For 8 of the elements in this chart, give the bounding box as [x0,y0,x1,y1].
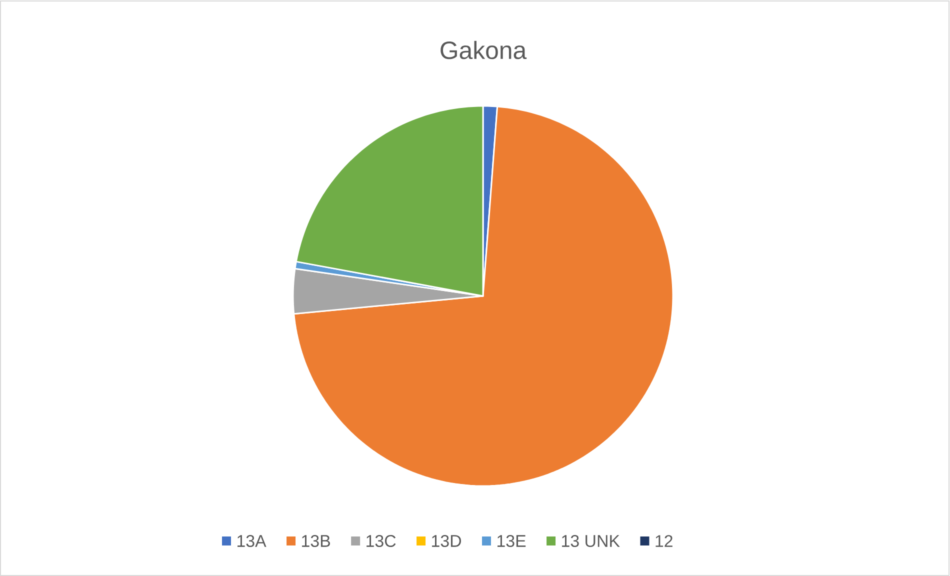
chart-title: Gakona [440,40,527,60]
legend-label: 13A [238,534,266,547]
legend-label: 13E [498,534,526,547]
legend-label: 13D [432,534,461,547]
legend-label: 12 [656,535,672,547]
legend-label: 13C [366,534,396,547]
legend-label: 13B [302,534,330,547]
legend-label: 13 UNK [562,534,620,547]
